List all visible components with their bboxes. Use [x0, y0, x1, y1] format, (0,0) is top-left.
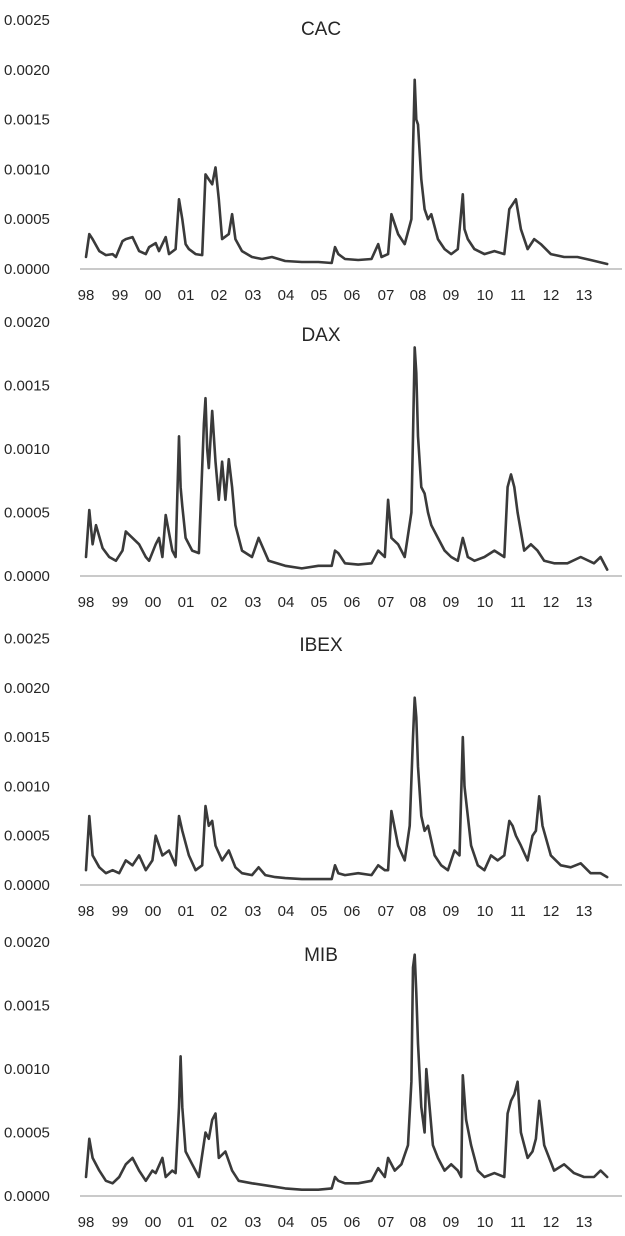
x-tick-label: 10 — [477, 287, 494, 304]
x-tick-label: 11 — [510, 1214, 526, 1231]
x-tick-label: 09 — [443, 287, 460, 304]
x-tick-label: 09 — [443, 1214, 460, 1231]
x-tick-label: 98 — [78, 1214, 95, 1231]
chart-panel-dax: 0.0000 0.0005 0.0010 0.0015 0.0020 DAX 98 99 00 0… — [4, 314, 622, 611]
x-tick-label: 98 — [78, 287, 95, 304]
x-tick-label: 11 — [510, 903, 526, 920]
x-tick-label: 05 — [311, 1214, 328, 1231]
chart-panel-mib: 0.0000 0.0005 0.0010 0.0015 0.0020 MIB 98 99 00 0… — [4, 934, 622, 1231]
x-tick-label: 99 — [112, 287, 129, 304]
x-tick-label: 12 — [543, 594, 560, 611]
x-tick-label: 07 — [378, 594, 395, 611]
x-tick-label: 05 — [311, 903, 328, 920]
x-tick-label: 03 — [245, 1214, 262, 1231]
y-tick-label: 0.0010 — [4, 161, 50, 178]
x-tick-label: 08 — [410, 287, 427, 304]
y-tick-label: 0.0020 — [4, 934, 50, 951]
x-tick-label: 99 — [112, 594, 129, 611]
x-tick-label: 12 — [543, 1214, 560, 1231]
x-tick-label: 08 — [410, 903, 427, 920]
series-line-cac — [84, 78, 609, 266]
chart-title: DAX — [301, 325, 340, 346]
x-tick-label: 04 — [278, 1214, 295, 1231]
x-tick-label: 00 — [145, 594, 162, 611]
series-line-ibex — [84, 696, 609, 881]
x-tick-label: 00 — [145, 903, 162, 920]
x-tick-label: 02 — [211, 594, 228, 611]
y-tick-label: 0.0025 — [4, 631, 50, 648]
x-tick-label: 01 — [178, 1214, 195, 1231]
x-tick-label: 04 — [278, 287, 295, 304]
series-line-dax — [84, 346, 609, 571]
x-tick-label: 07 — [378, 903, 395, 920]
x-tick-label: 06 — [344, 594, 361, 611]
x-tick-label: 03 — [245, 903, 262, 920]
x-tick-label: 11 — [510, 594, 526, 611]
y-tick-label: 0.0015 — [4, 378, 50, 395]
y-tick-label: 0.0010 — [4, 1061, 50, 1078]
x-tick-label: 10 — [477, 594, 494, 611]
x-tick-label: 99 — [112, 903, 129, 920]
x-tick-label: 11 — [510, 287, 526, 304]
y-tick-label: 0.0000 — [4, 261, 50, 278]
y-tick-label: 0.0020 — [4, 314, 50, 331]
x-tick-label: 06 — [344, 903, 361, 920]
y-tick-label: 0.0005 — [4, 505, 50, 522]
chart-title: IBEX — [299, 635, 343, 656]
x-tick-label: 12 — [543, 287, 560, 304]
series-line-mib — [84, 953, 609, 1191]
x-tick-label: 01 — [178, 903, 195, 920]
y-tick-label: 0.0000 — [4, 877, 50, 894]
y-tick-label: 0.0020 — [4, 680, 50, 697]
x-tick-label: 08 — [410, 1214, 427, 1231]
y-tick-label: 0.0005 — [4, 211, 50, 228]
x-tick-label: 02 — [211, 903, 228, 920]
x-tick-label: 05 — [311, 594, 328, 611]
chart-title: CAC — [301, 19, 341, 40]
x-tick-label: 06 — [344, 1214, 361, 1231]
x-tick-label: 13 — [576, 594, 593, 611]
x-tick-label: 09 — [443, 903, 460, 920]
y-tick-label: 0.0025 — [4, 12, 50, 29]
chart-title: MIB — [304, 945, 338, 966]
x-tick-label: 10 — [477, 903, 494, 920]
x-tick-label: 04 — [278, 594, 295, 611]
y-tick-label: 0.0015 — [4, 998, 50, 1015]
x-tick-label: 13 — [576, 903, 593, 920]
y-tick-label: 0.0000 — [4, 1188, 50, 1205]
y-tick-label: 0.0020 — [4, 62, 50, 79]
y-tick-label: 0.0010 — [4, 778, 50, 795]
x-tick-label: 00 — [145, 287, 162, 304]
chart-panel-cac: 0.0000 0.0005 0.0010 0.0015 0.0020 0.0025 CAC 9… — [4, 12, 622, 304]
x-tick-label: 08 — [410, 594, 427, 611]
x-tick-label: 04 — [278, 903, 295, 920]
x-tick-label: 07 — [378, 287, 395, 304]
y-tick-label: 0.0000 — [4, 568, 50, 585]
x-tick-label: 02 — [211, 1214, 228, 1231]
x-tick-label: 13 — [576, 1214, 593, 1231]
x-tick-label: 09 — [443, 594, 460, 611]
x-tick-label: 13 — [576, 287, 593, 304]
x-tick-label: 12 — [543, 903, 560, 920]
x-tick-label: 98 — [78, 594, 95, 611]
x-tick-label: 98 — [78, 903, 95, 920]
x-tick-label: 10 — [477, 1214, 494, 1231]
x-tick-label: 05 — [311, 287, 328, 304]
x-tick-label: 07 — [378, 1214, 395, 1231]
x-tick-label: 03 — [245, 287, 262, 304]
y-tick-label: 0.0010 — [4, 441, 50, 458]
x-tick-label: 02 — [211, 287, 228, 304]
y-tick-label: 0.0015 — [4, 729, 50, 746]
y-tick-label: 0.0005 — [4, 1125, 50, 1142]
x-tick-label: 06 — [344, 287, 361, 304]
x-tick-label: 99 — [112, 1214, 129, 1231]
x-tick-label: 03 — [245, 594, 262, 611]
x-tick-label: 00 — [145, 1214, 162, 1231]
y-tick-label: 0.0015 — [4, 112, 50, 129]
y-tick-label: 0.0005 — [4, 828, 50, 845]
x-tick-label: 01 — [178, 594, 195, 611]
x-tick-label: 01 — [178, 287, 195, 304]
chart-panel-ibex: 0.0000 0.0005 0.0010 0.0015 0.0020 0.0025 IBEX… — [4, 631, 622, 920]
